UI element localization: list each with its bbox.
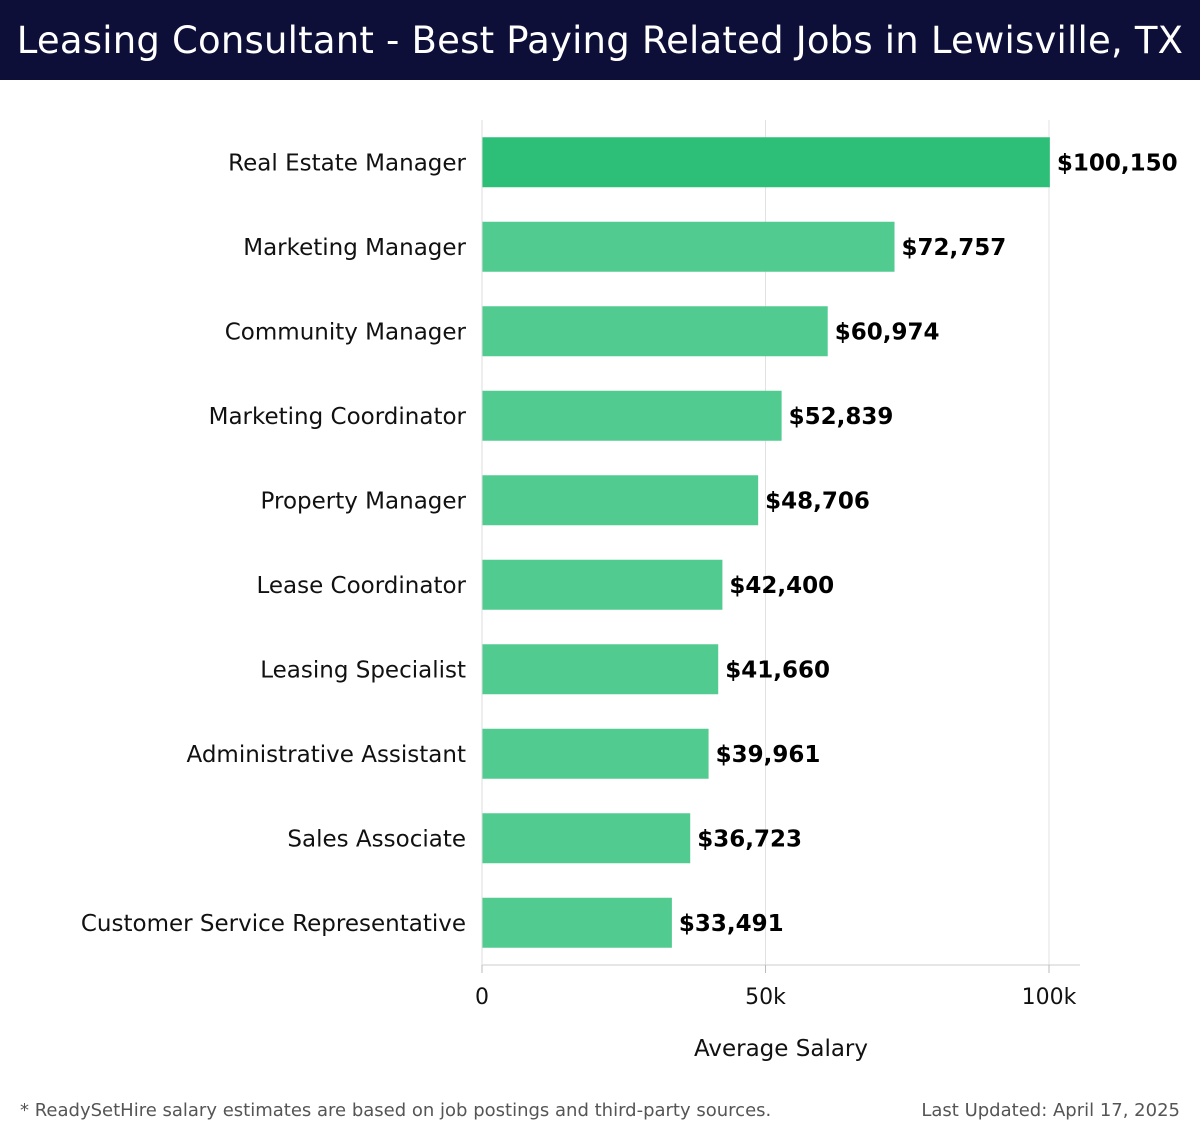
bar[interactable] bbox=[482, 390, 782, 441]
footer-note: * ReadySetHire salary estimates are base… bbox=[20, 1100, 772, 1121]
category-label: Administrative Assistant bbox=[186, 742, 466, 768]
category-label: Customer Service Representative bbox=[81, 911, 466, 937]
bar[interactable] bbox=[482, 137, 1050, 188]
value-label: $36,723 bbox=[697, 826, 802, 852]
bar[interactable] bbox=[482, 475, 759, 526]
value-label: $52,839 bbox=[789, 404, 894, 430]
value-label: $100,150 bbox=[1057, 150, 1178, 176]
category-label: Lease Coordinator bbox=[256, 573, 466, 599]
x-axis-title: Average Salary bbox=[694, 1036, 868, 1062]
value-label: $41,660 bbox=[725, 657, 830, 683]
category-label: Property Manager bbox=[261, 488, 467, 514]
bar[interactable] bbox=[482, 644, 719, 695]
value-label: $60,974 bbox=[835, 319, 940, 345]
bars: Real Estate Manager $100,150 Marketing Man… bbox=[81, 137, 1178, 948]
bar[interactable] bbox=[482, 728, 709, 779]
category-label: Leasing Specialist bbox=[260, 657, 466, 683]
value-label: $33,491 bbox=[679, 911, 784, 937]
category-label: Real Estate Manager bbox=[228, 150, 466, 176]
category-label: Sales Associate bbox=[287, 826, 466, 852]
value-label: $48,706 bbox=[765, 488, 870, 514]
x-tick-label: 0 bbox=[475, 985, 489, 1010]
bar[interactable] bbox=[482, 813, 691, 864]
bar[interactable] bbox=[482, 221, 895, 272]
category-label: Marketing Manager bbox=[243, 235, 466, 261]
last-updated: Last Updated: April 17, 2025 bbox=[921, 1100, 1180, 1121]
value-label: $72,757 bbox=[902, 235, 1007, 261]
chart-header: Leasing Consultant - Best Paying Related… bbox=[0, 0, 1200, 80]
x-axis: 0 50k 100k Average Salary bbox=[475, 120, 1080, 1062]
bar-chart: Real Estate Manager $100,150 Marketing Man… bbox=[81, 120, 1178, 1062]
category-label: Marketing Coordinator bbox=[209, 404, 467, 430]
category-label: Community Manager bbox=[225, 319, 467, 345]
value-label: $39,961 bbox=[716, 742, 821, 768]
x-tick-label: 50k bbox=[745, 985, 786, 1010]
chart-title: Leasing Consultant - Best Paying Related… bbox=[16, 18, 1184, 62]
bar[interactable] bbox=[482, 897, 672, 948]
value-label: $42,400 bbox=[729, 573, 834, 599]
bar[interactable] bbox=[482, 559, 723, 610]
bar[interactable] bbox=[482, 306, 828, 357]
x-tick-label: 100k bbox=[1022, 985, 1077, 1010]
